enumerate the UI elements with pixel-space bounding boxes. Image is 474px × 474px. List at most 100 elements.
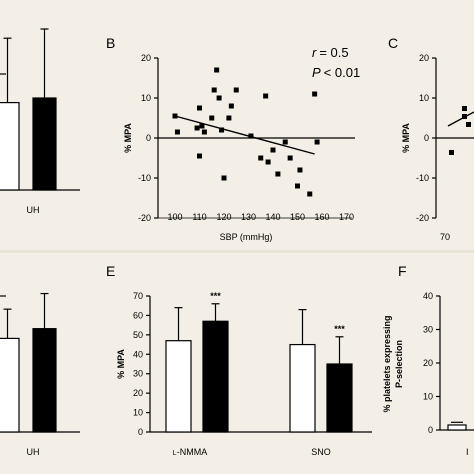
panel-e-ytick-label: 60 (133, 310, 143, 320)
panel-f-partial-category: I (466, 447, 469, 457)
panel-b-point (226, 115, 232, 121)
panel-f-ytick-label: 0 (428, 425, 433, 435)
panel-b-point (312, 91, 318, 97)
panel-e-category-sno: SNO (311, 447, 331, 457)
panel-e-ytick-label: 50 (133, 330, 143, 340)
panel-c-point (466, 122, 471, 127)
panel-a-bar (32, 97, 57, 191)
panel-b-point (211, 87, 217, 93)
panel-b-point (282, 139, 288, 145)
panel-f: F 40 30 20 10 0 % platelets expressing P-sel… (382, 263, 474, 457)
panel-b-point (263, 93, 269, 99)
panel-a-bar (0, 101, 20, 191)
panel-b-ytick-label: -10 (138, 173, 151, 183)
panel-f-ytick-label: 20 (423, 358, 433, 368)
panel-b-point (233, 87, 239, 93)
panel-d-category-label: UH (27, 447, 40, 457)
panel-f-ylabel: % platelets expressing (382, 315, 392, 412)
panel-e-ytick-label: 40 (133, 349, 143, 359)
panel-e-ytick-label: 70 (133, 291, 143, 301)
panel-b-xtick-label: 120 (216, 212, 231, 222)
panel-f-ytick-label: 40 (423, 291, 433, 301)
panel-c-xtick: 70 (440, 232, 450, 242)
panel-b-point (307, 191, 313, 197)
panel-f-bar (447, 424, 467, 431)
panel-b-ytick-label: 20 (141, 53, 151, 63)
panel-c-ytick-label: 20 (419, 53, 429, 63)
panel-c-ytick-label: -10 (416, 173, 429, 183)
panel-e-ytick-label: 30 (133, 369, 143, 379)
panel-f-ylabel-2: P-selection (394, 340, 404, 388)
panel-b-letter: B (106, 35, 115, 51)
panel-b-stat-p: P < 0.01 (312, 65, 360, 80)
panel-b-ytick-label: 0 (146, 133, 151, 143)
panel-b-xtick-label: 100 (167, 212, 182, 222)
panel-e-significance: *** (334, 324, 345, 334)
panel-d-bar (32, 328, 57, 433)
panel-b-point (219, 127, 225, 133)
panel-b-stat-r: r = 0.5 (312, 45, 349, 60)
panel-b-xtick-label: 110 (192, 212, 206, 222)
panel-c-trend-line (447, 111, 474, 127)
panel-c-ytick-label: -20 (416, 213, 429, 223)
panel-e-ytick-label: 10 (133, 408, 143, 418)
panel-e-letter: E (106, 263, 115, 279)
panel-e-category-lnmma: L-NMMA (173, 447, 207, 457)
panel-e-ytick-label: 0 (138, 427, 143, 437)
panel-b-ytick-label: 10 (141, 93, 151, 103)
panel-c-ytick-label: 10 (419, 93, 429, 103)
panel-b-xtick-label: 160 (314, 212, 329, 222)
panel-b-ytick-label: -20 (138, 213, 151, 223)
panel-c-letter: C (388, 35, 398, 51)
panel-f-letter: F (398, 263, 407, 279)
panel-b-trend-line (174, 115, 315, 155)
panel-b-point (275, 171, 281, 177)
panel-e-bar (326, 363, 353, 433)
panel-d-bar (0, 337, 20, 433)
panel-c: C 20 10 0 -10 -20 % MPA 70 (388, 35, 474, 242)
panel-b-point (228, 103, 234, 109)
panel-e-bar (165, 340, 192, 433)
panel-b-point (214, 67, 220, 73)
panel-b-point (216, 95, 222, 101)
row-divider (0, 250, 474, 253)
panel-b-point (258, 155, 264, 161)
panel-b-point (314, 139, 320, 145)
panel-b-point (265, 159, 271, 165)
panel-a: UH (0, 28, 80, 215)
panel-b-point (194, 125, 200, 131)
panel-b-point (174, 129, 180, 135)
panel-d: UH (0, 292, 80, 457)
panel-b-point (221, 175, 227, 181)
panel-b-point (295, 183, 300, 189)
panel-e-bar (289, 343, 316, 433)
panel-b-point (297, 167, 303, 173)
panel-b-xtick-label: 150 (290, 212, 305, 222)
panel-e-ytick-label: 20 (133, 388, 143, 398)
panel-b-point (197, 153, 202, 159)
panel-e-bar (202, 320, 229, 433)
panel-b-point (270, 147, 276, 153)
panel-c-ytick-label: 0 (424, 133, 429, 143)
panel-a-category-label: UH (27, 205, 40, 215)
panel-e-ylabel: % MPA (116, 349, 126, 379)
panel-e: E 70 60 50 40 30 20 10 0 *** *** % MPA L-NMMA SN… (106, 263, 372, 457)
panel-b-point (199, 123, 205, 129)
panel-c-point (449, 150, 454, 155)
panel-b-xtick-label: 130 (241, 212, 256, 222)
panel-b-xtick-label: 140 (265, 212, 280, 222)
panel-b-point (197, 105, 202, 111)
panel-b-xlabel: SBP (mmHg) (220, 232, 273, 242)
panel-b-point (287, 155, 293, 161)
panel-c-ylabel: % MPA (401, 123, 411, 153)
panel-b-point (201, 129, 207, 135)
panel-b-xtick-label: 170 (339, 212, 354, 222)
panel-b-point (209, 115, 215, 121)
panel-c-point (462, 106, 467, 111)
panel-e-significance: *** (210, 291, 221, 301)
panel-b-ylabel: % MPA (123, 123, 133, 153)
panel-f-ytick-label: 30 (423, 325, 433, 335)
panel-f-ytick-label: 10 (423, 392, 433, 402)
